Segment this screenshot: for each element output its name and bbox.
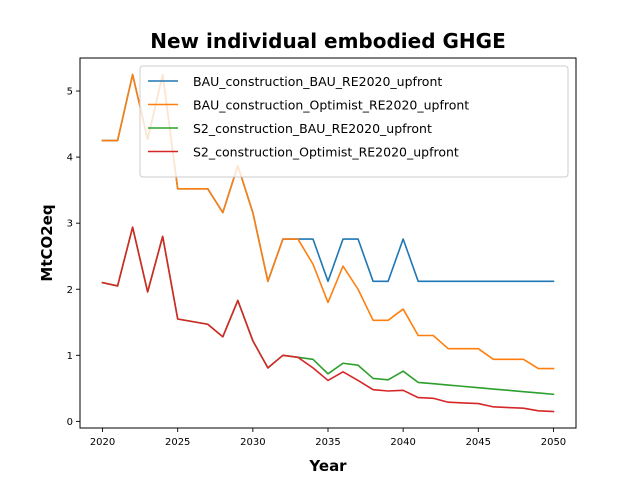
x-tick-label: 2025: [165, 437, 190, 448]
y-tick-label: 0: [67, 417, 73, 428]
legend-label-2: BAU_construction_Optimist_RE2020_upfront: [193, 98, 469, 113]
legend-label-4: S2_construction_Optimist_RE2020_upfront: [193, 145, 459, 160]
x-tick-label: 2040: [390, 437, 415, 448]
x-tick-label: 2045: [466, 437, 491, 448]
x-tick-label: 2050: [541, 437, 566, 448]
chart-title: New individual embodied GHGE: [150, 29, 505, 53]
x-tick-label: 2030: [240, 437, 265, 448]
series-line-2: [101, 73, 555, 370]
x-axis-label: Year: [308, 457, 347, 475]
y-tick-label: 3: [67, 219, 73, 230]
legend: BAU_construction_BAU_RE2020_upfront BAU_c…: [139, 65, 569, 178]
plot-area: [101, 73, 555, 413]
y-tick-label: 5: [67, 87, 73, 98]
y-axis: 0 1 2 3 4 5: [67, 87, 80, 428]
y-axis-label: MtCO2eq: [38, 204, 56, 281]
legend-label-3: S2_construction_BAU_RE2020_upfront: [193, 121, 432, 136]
legend-label-1: BAU_construction_BAU_RE2020_upfront: [193, 74, 442, 89]
x-axis: 2020 2025 2030 2035 2040 2045 2050: [90, 428, 566, 448]
y-tick-label: 2: [67, 285, 73, 296]
x-tick-label: 2020: [90, 437, 115, 448]
series-line-4: [101, 226, 555, 413]
legend-box: [139, 65, 569, 178]
y-tick-label: 1: [67, 351, 73, 362]
x-tick-label: 2035: [315, 437, 340, 448]
y-tick-label: 4: [67, 153, 73, 164]
